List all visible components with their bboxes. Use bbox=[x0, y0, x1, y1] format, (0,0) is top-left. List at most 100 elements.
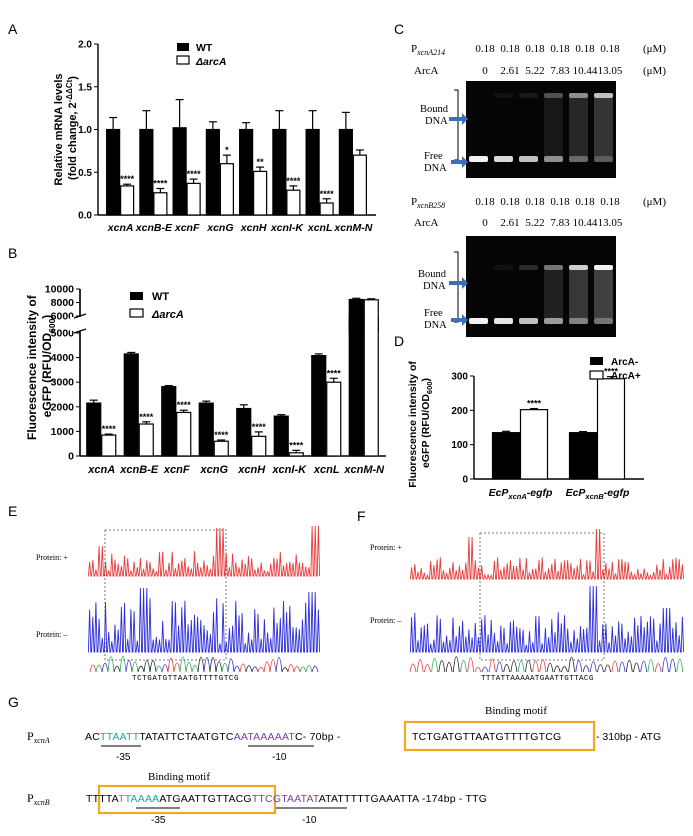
chromatogram-peak bbox=[568, 656, 575, 673]
lane-value: 0.18 bbox=[525, 43, 545, 55]
bound-label-2: DNA bbox=[423, 281, 446, 292]
bar-series2 bbox=[288, 452, 304, 457]
lane-value: 0.18 bbox=[575, 43, 595, 55]
y-tick-label: 2.0 bbox=[78, 40, 92, 51]
free-arrow-icon bbox=[451, 314, 468, 326]
promoter-xcnb-label: PxcnB bbox=[27, 791, 50, 807]
legend-arca-label: ΔarcA bbox=[151, 309, 184, 321]
gel-bottom-annotations: Bound DNA Free DNA bbox=[418, 251, 468, 331]
chromatogram-peak bbox=[179, 656, 187, 673]
chromatogram-peak bbox=[525, 660, 532, 673]
category-label: EcPxcnB-egfp bbox=[566, 487, 630, 501]
chromatogram-peak bbox=[467, 657, 475, 673]
bound-dna-band bbox=[494, 93, 513, 98]
chromatogram-peak bbox=[251, 666, 259, 673]
y-tick-label: 10000 bbox=[45, 284, 74, 296]
chromatogram-peak bbox=[474, 666, 482, 673]
trace-protein-minus bbox=[87, 587, 321, 653]
gel-top-image bbox=[466, 81, 616, 178]
significance-label: **** bbox=[139, 412, 154, 422]
sequence-xcna-tail: - 310bp - ATG bbox=[596, 731, 661, 743]
y-tick-label: 1000 bbox=[51, 426, 75, 438]
chromatogram-peak bbox=[431, 657, 438, 673]
chromatogram-peak bbox=[131, 661, 139, 673]
trace-protein-minus bbox=[409, 585, 685, 653]
y-tick-label: 3000 bbox=[51, 377, 75, 389]
axis-break-gap bbox=[70, 317, 390, 331]
lane-value: 0.18 bbox=[500, 43, 520, 55]
chromatogram-peak bbox=[155, 665, 163, 673]
promoter-xcna-label: PxcnA bbox=[27, 729, 50, 745]
chromatogram-peak bbox=[409, 663, 417, 673]
y-tick-label: 1.0 bbox=[78, 125, 92, 136]
legend-wt-swatch bbox=[177, 43, 189, 51]
axis-break-mark bbox=[73, 328, 87, 334]
bar-series2 bbox=[596, 378, 626, 480]
significance-label: **** bbox=[120, 174, 135, 184]
binding-motif-label-b: Binding motif bbox=[148, 771, 210, 783]
significance-label: **** bbox=[177, 400, 192, 410]
significance-label: * bbox=[225, 145, 229, 155]
chromatogram-peak bbox=[546, 663, 554, 673]
bound-dna-band bbox=[519, 265, 538, 270]
free-label-2: DNA bbox=[424, 163, 447, 174]
smear bbox=[569, 270, 588, 318]
significance-label: **** bbox=[252, 422, 267, 432]
significance-label: **** bbox=[214, 430, 229, 440]
y-tick-label: 2000 bbox=[51, 401, 75, 413]
footprint-seq: TCTGATGTTAATGTTTTGTCG bbox=[132, 675, 239, 683]
legend-arca-minus-label: ArcA- bbox=[611, 357, 638, 368]
bound-dna-band bbox=[544, 265, 563, 270]
gel-top-arca-unit: (μM) bbox=[643, 65, 666, 77]
category-label: xcnH bbox=[237, 464, 266, 476]
chromatogram-peak bbox=[191, 665, 199, 673]
chromatogram-peak bbox=[662, 657, 669, 673]
gel-top-annotations: Bound DNA Free DNA bbox=[420, 89, 468, 174]
chromatogram-peak bbox=[269, 659, 277, 673]
gel-bottom-image bbox=[466, 236, 616, 337]
protein-plus-label: Protein: + bbox=[36, 553, 68, 562]
chromatogram-peak bbox=[625, 659, 633, 673]
significance-label: **** bbox=[187, 169, 202, 179]
category-label: xcnB-E bbox=[119, 464, 159, 476]
chromatogram-peak bbox=[173, 662, 181, 673]
bar-series1 bbox=[338, 128, 353, 216]
chromatogram-peak bbox=[575, 660, 583, 673]
lane-value: 7.83 bbox=[550, 65, 570, 77]
lane-value: 10.44 bbox=[573, 65, 598, 77]
bound-arrow-icon bbox=[449, 113, 468, 125]
y-tick-label: 0 bbox=[462, 475, 468, 486]
bar-series1 bbox=[205, 128, 220, 216]
free-dna-band bbox=[469, 318, 488, 324]
sequence-xcnb-text: TTTTATTAAAAATGAATTGTTACGTTCGTAATATATATTT… bbox=[86, 793, 487, 805]
chromatogram-peak bbox=[257, 666, 265, 673]
chromatogram-peak bbox=[233, 665, 241, 673]
legend-wt-label: WT bbox=[152, 291, 169, 303]
smear bbox=[594, 270, 613, 318]
gel-top bbox=[466, 81, 616, 178]
category-label: EcPxcnA-egfp bbox=[489, 487, 553, 501]
chromatogram-peak bbox=[167, 657, 175, 673]
free-dna-band bbox=[569, 156, 588, 162]
binding-motif-label-a: Binding motif bbox=[485, 705, 547, 717]
lane-value: 13.05 bbox=[598, 217, 623, 229]
sequence-xcnb: Binding motif PxcnB TTTTATTAAAAATGAATTGT… bbox=[27, 771, 487, 826]
chromatogram-peak bbox=[561, 666, 568, 673]
bar-series1 bbox=[272, 128, 287, 216]
gel-bottom-header: PxcnB258 0.18 0.18 0.18 0.18 0.18 0.18 (μM) A… bbox=[411, 196, 666, 229]
panel-a-chart: Relative mRNA levels (fold change, 2-ΔΔC… bbox=[53, 40, 376, 234]
free-dna-band bbox=[594, 156, 613, 162]
chromatogram-peak bbox=[197, 656, 205, 673]
chromatogram-peak bbox=[438, 660, 446, 673]
minus10-label: -10 bbox=[302, 815, 317, 826]
y-tick-label: 0.0 bbox=[78, 211, 92, 222]
chromatogram-peak bbox=[618, 661, 626, 673]
trace-protein-plus bbox=[409, 528, 685, 580]
bound-dna-band bbox=[594, 93, 613, 98]
chromatogram-peak bbox=[263, 661, 271, 673]
chromatogram-peak bbox=[245, 665, 253, 673]
chromatogram-peak bbox=[125, 660, 133, 673]
category-label: xcnL bbox=[307, 222, 333, 234]
lane-value: 10.44 bbox=[573, 217, 598, 229]
sequence-xcna-text: ACTTAATTTATATTCTAATGTCAATAAAAATC- 70bp - bbox=[85, 731, 341, 743]
